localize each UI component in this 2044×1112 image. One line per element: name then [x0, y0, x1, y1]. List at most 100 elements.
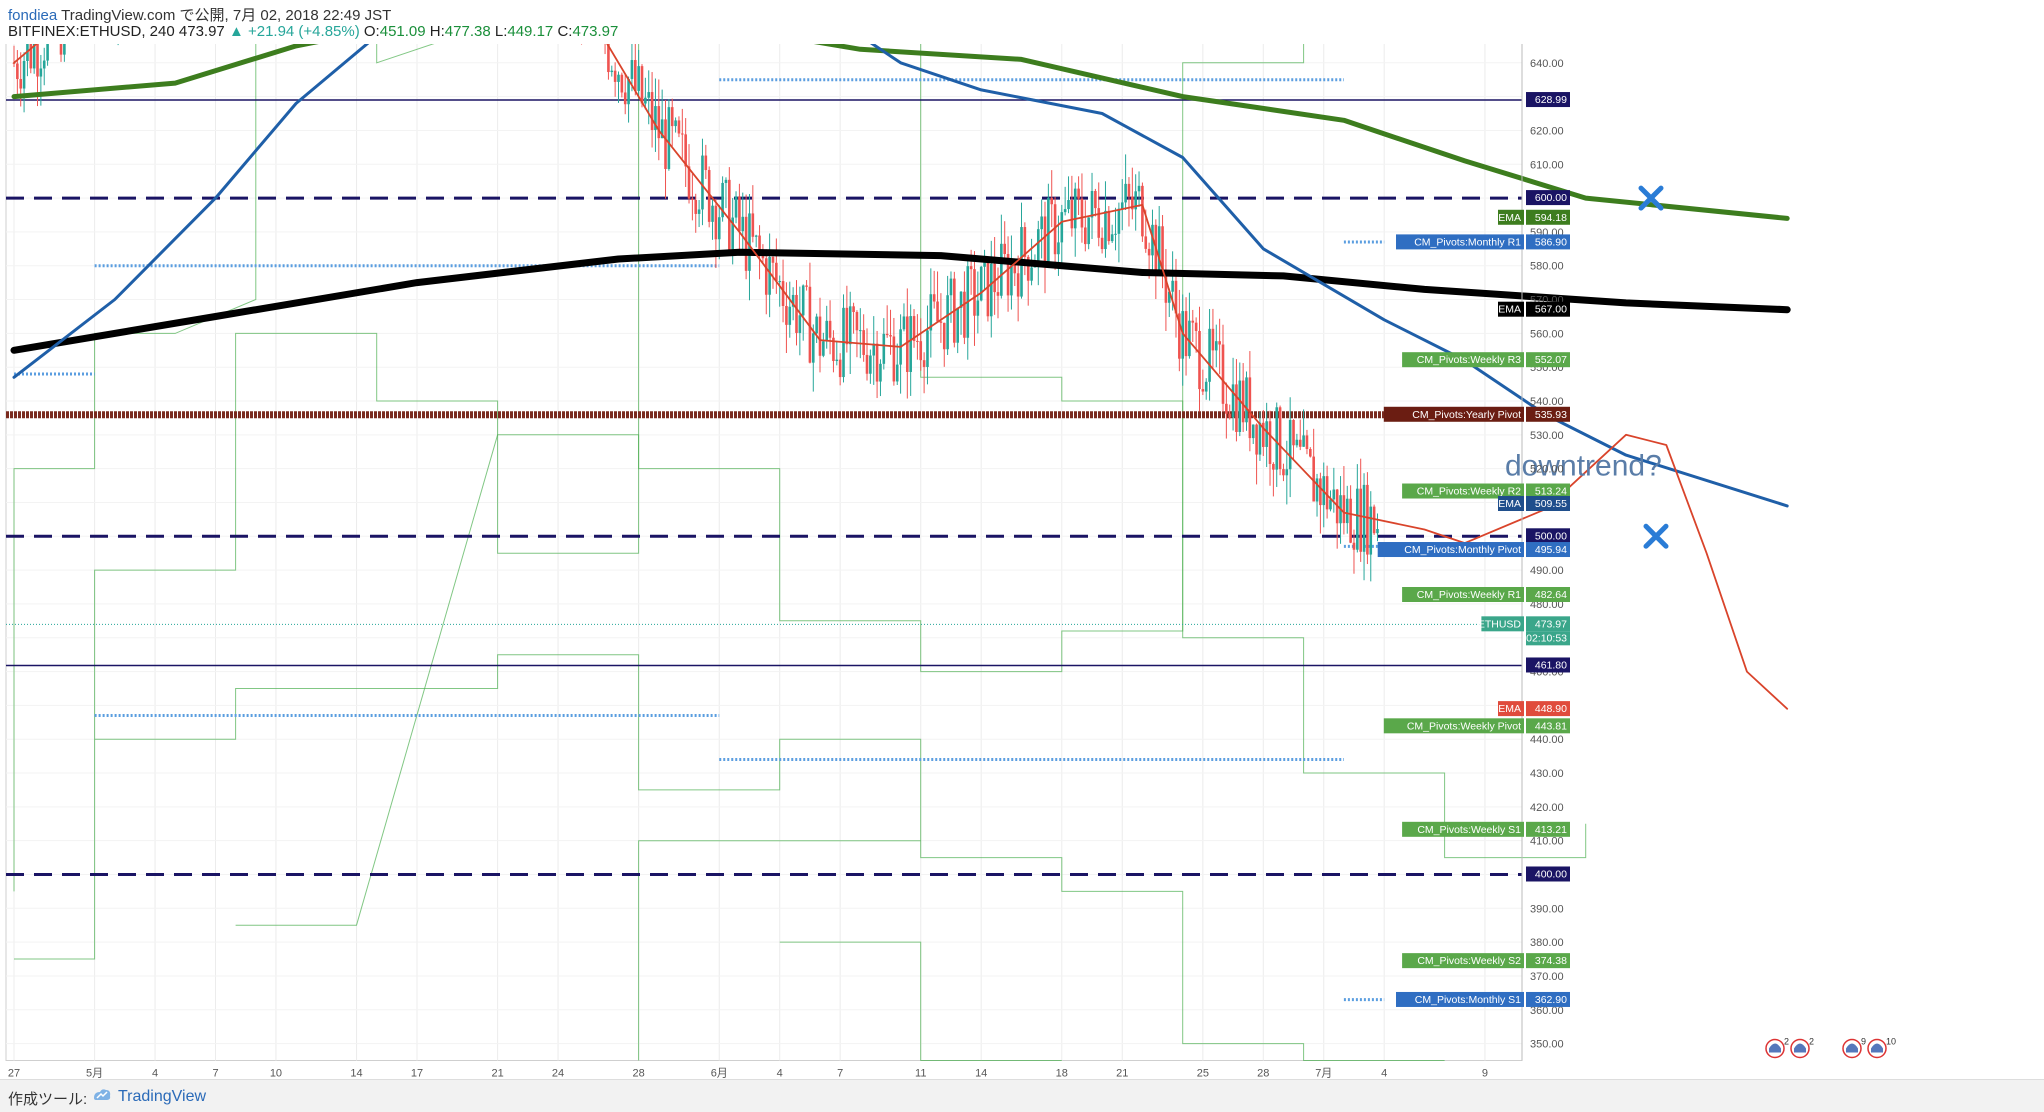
candle-body	[1292, 419, 1295, 446]
y-tick-label: 640.00	[1530, 58, 1564, 70]
indicator-name-label: EMA	[1498, 212, 1521, 224]
candle-body	[1272, 463, 1275, 470]
candle-body	[650, 92, 654, 130]
indicator-name-label: CM_Pivots:Weekly R2	[1417, 486, 1521, 498]
grid	[5, 44, 1523, 1061]
candle-body	[1060, 212, 1064, 243]
candle-body	[879, 363, 882, 382]
indicator-name-label-box	[1402, 483, 1524, 499]
level-price-label: 461.80	[1535, 659, 1567, 671]
indicator-name-label-box	[1498, 701, 1524, 717]
candle-body	[32, 44, 36, 69]
y-tick-label: 390.00	[1530, 903, 1564, 915]
price-chart[interactable]: downtrend? 350.00 360.00 370.00 380.00 390.0…	[0, 44, 2044, 1079]
ema-line	[12, 44, 1789, 508]
indicator-value-label: 443.81	[1535, 720, 1567, 732]
candle-body	[660, 119, 664, 139]
indicator-value-label-box	[1526, 406, 1570, 422]
ema-line	[11, 44, 1790, 221]
candle-body	[1107, 210, 1111, 242]
candle-body	[912, 316, 916, 341]
footer: 作成ツール: TradingView	[0, 1079, 2044, 1112]
candle-body	[36, 44, 39, 77]
candle-body	[1255, 424, 1258, 455]
candle-body	[895, 364, 899, 382]
candle-body	[1268, 421, 1272, 464]
candle-body	[795, 294, 798, 333]
candle-body	[936, 301, 939, 322]
candle-body	[1053, 204, 1057, 255]
candle-body	[1362, 484, 1366, 552]
indicator-value-label-box	[1526, 495, 1570, 511]
indicator-value-label-box	[1526, 953, 1570, 969]
indicator-name-label-box	[1402, 821, 1524, 837]
candle-body	[929, 294, 933, 331]
candle-body	[1225, 403, 1228, 414]
pivot-step-line	[779, 941, 1062, 1061]
y-tick-label: 620.00	[1530, 125, 1564, 137]
candle-body	[885, 333, 889, 336]
ohlc-line: BITFINEX:ETHUSD, 240 473.97 ▲ +21.94 (+4…	[8, 23, 618, 40]
candle-body	[731, 217, 734, 252]
pivot-step-line	[638, 840, 921, 1061]
indicator-name-label-box	[1402, 953, 1524, 969]
event-count: 2	[1784, 1037, 1789, 1047]
candle-body	[1010, 262, 1013, 296]
candle-body	[1137, 185, 1141, 192]
candle-body	[791, 294, 795, 307]
candle-body	[1298, 439, 1302, 447]
y-tick-label: 560.00	[1530, 328, 1564, 340]
tradingview-logo-icon[interactable]	[92, 1086, 112, 1104]
author-link[interactable]: fondiea	[8, 7, 58, 24]
candle-body	[875, 343, 879, 382]
candle-body	[1077, 188, 1080, 199]
candle-body	[805, 285, 808, 287]
indicator-name-label-box	[1402, 587, 1524, 603]
candle-body	[1251, 424, 1255, 439]
candle-body	[1117, 208, 1121, 234]
candle-body	[1265, 421, 1268, 447]
candle-body	[1080, 198, 1084, 228]
indicator-name-label-box	[1383, 718, 1524, 734]
candle-body	[1329, 499, 1332, 510]
candle-body	[607, 44, 610, 73]
candle-body	[684, 134, 687, 167]
y-tick-label: 370.00	[1530, 971, 1564, 983]
indicator-name-label: CM_Pivots:Monthly S1	[1415, 994, 1521, 1006]
candle-body	[1030, 267, 1033, 281]
indicator-name-label: ETHUSD	[1478, 618, 1522, 630]
candle-body	[1131, 196, 1134, 210]
y-tick-label: 380.00	[1530, 937, 1564, 949]
indicator-name-label: CM_Pivots:Monthly R1	[1414, 236, 1521, 248]
candle-body	[704, 155, 708, 171]
open-label: O:	[363, 23, 380, 40]
x-tick-label: 7月	[1315, 1068, 1332, 1080]
level-price-label: 400.00	[1535, 868, 1567, 880]
indicator-value-label-box	[1526, 616, 1570, 632]
close-label: C:	[557, 23, 573, 40]
x-tick-label: 17	[411, 1068, 423, 1080]
ema-line	[10, 248, 1791, 354]
level-price-label-box	[1526, 190, 1570, 206]
candle-body	[852, 306, 855, 313]
indicator-name-label-box	[1396, 991, 1524, 1007]
candle-body	[859, 330, 862, 332]
x-tick-label: 7	[212, 1068, 218, 1080]
indicator-name-label: CM_Pivots:Weekly R3	[1417, 354, 1521, 366]
candle-body	[1228, 413, 1232, 418]
candle-body	[1003, 243, 1007, 255]
candle-body	[959, 291, 963, 308]
countdown-label: 02:10:53	[1526, 632, 1567, 644]
event-count: 2	[1809, 1037, 1814, 1047]
candle-body	[1235, 384, 1238, 432]
tradingview-brand[interactable]: TradingView	[118, 1088, 207, 1105]
candle-body	[1208, 328, 1211, 382]
candle-body	[1204, 381, 1208, 392]
candle-body	[1097, 208, 1101, 238]
candle-body	[734, 196, 738, 218]
x-tick-label: 25	[1197, 1068, 1209, 1080]
x-tick-label: 4	[777, 1068, 783, 1080]
candle-body	[832, 337, 835, 362]
indicator-name-label-box	[1498, 209, 1524, 225]
candle-body	[768, 256, 771, 295]
